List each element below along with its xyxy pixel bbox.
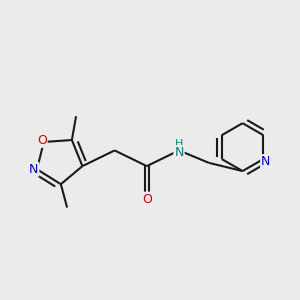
Text: N: N	[174, 146, 184, 159]
Text: N: N	[261, 155, 271, 168]
Text: O: O	[37, 134, 47, 147]
Text: N: N	[29, 163, 38, 176]
Text: H: H	[175, 139, 183, 149]
Text: O: O	[142, 193, 152, 206]
